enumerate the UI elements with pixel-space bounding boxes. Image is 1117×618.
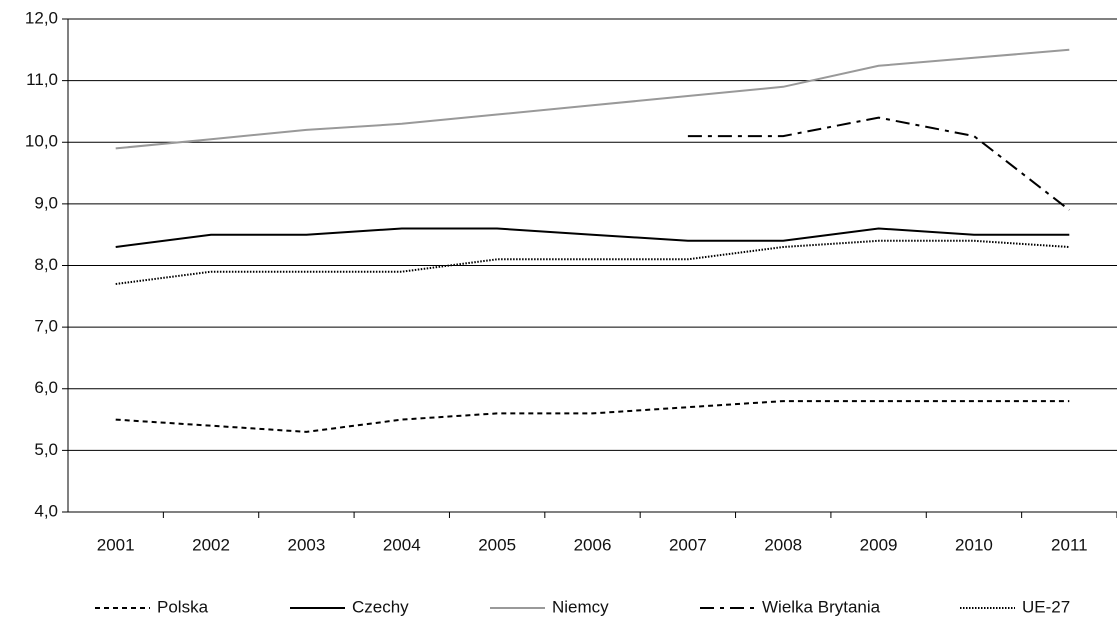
y-tick-label: 5,0 bbox=[34, 440, 58, 459]
x-tick-label: 2009 bbox=[860, 535, 898, 554]
series-line bbox=[115, 227, 1070, 248]
x-tick-label: 2004 bbox=[383, 535, 421, 554]
y-tick-label: 8,0 bbox=[34, 255, 58, 274]
legend-label: UE-27 bbox=[1022, 597, 1070, 616]
y-tick-label: 4,0 bbox=[34, 501, 58, 520]
y-tick-label: 11,0 bbox=[26, 70, 58, 89]
x-tick-label: 2005 bbox=[478, 535, 516, 554]
legend-label: Wielka Brytania bbox=[762, 597, 881, 616]
y-tick-label: 9,0 bbox=[34, 193, 58, 212]
series-line bbox=[115, 48, 1070, 150]
y-tick-label: 12,0 bbox=[25, 8, 58, 27]
x-tick-label: 2011 bbox=[1051, 535, 1088, 554]
y-tick-label: 6,0 bbox=[34, 378, 58, 397]
legend-label: Niemcy bbox=[552, 597, 609, 616]
legend-label: Czechy bbox=[352, 597, 409, 616]
y-tick-label: 10,0 bbox=[25, 132, 58, 151]
x-tick-label: 2007 bbox=[669, 535, 707, 554]
x-tick-label: 2008 bbox=[764, 535, 802, 554]
x-tick-label: 2002 bbox=[192, 535, 230, 554]
x-tick-label: 2001 bbox=[97, 535, 135, 554]
x-tick-label: 2010 bbox=[955, 535, 993, 554]
x-tick-label: 2003 bbox=[287, 535, 325, 554]
legend-label: Polska bbox=[157, 597, 209, 616]
y-tick-label: 7,0 bbox=[34, 317, 58, 336]
series-line bbox=[687, 116, 1070, 211]
series-line bbox=[115, 239, 1070, 285]
series-line bbox=[115, 400, 1070, 433]
x-tick-label: 2006 bbox=[574, 535, 612, 554]
